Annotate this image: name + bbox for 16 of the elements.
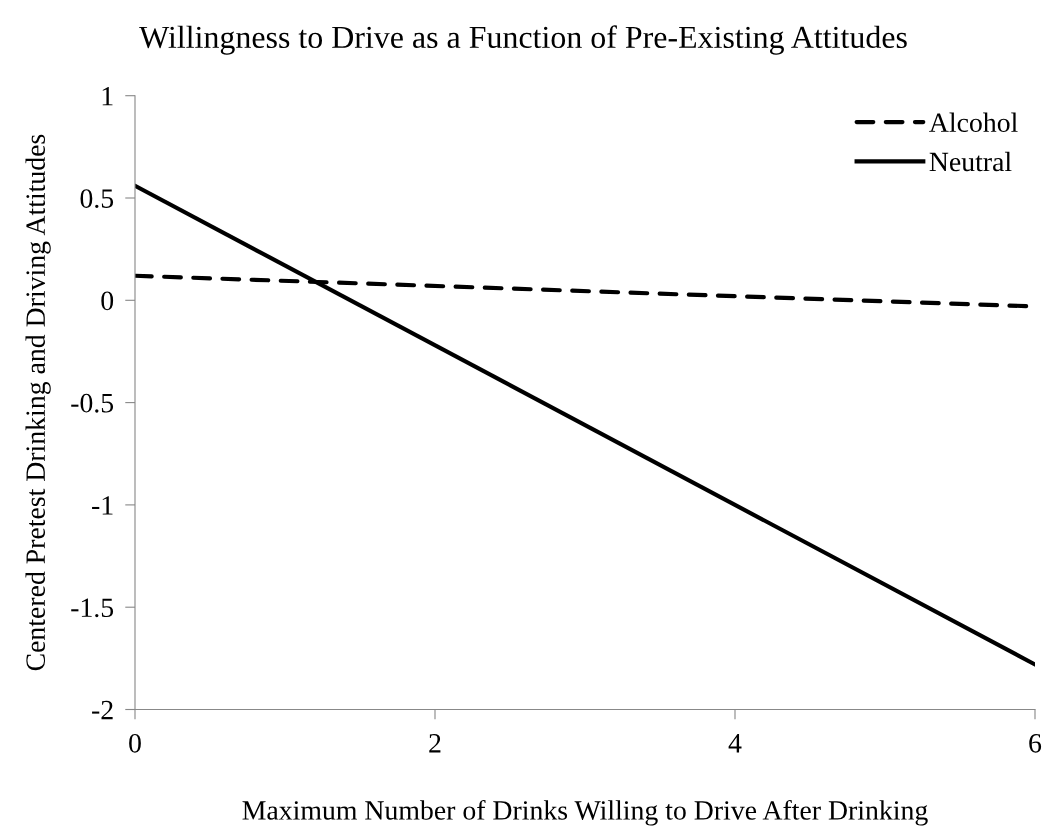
- y-axis-title: Centered Pretest Drinking and Driving Attitudes: [25, 134, 51, 671]
- y-tick-label: 1: [102, 87, 113, 106]
- y-tick-label: 0.5: [80, 189, 114, 209]
- chart-title: Willingness to Drive as a Function of Pre-Existing Attitudes: [139, 25, 907, 55]
- x-tick-label: 2: [429, 733, 441, 753]
- legend-label: Neutral: [929, 151, 1012, 172]
- x-tick-label: 4: [728, 734, 742, 753]
- x-axis-title: Maximum Number of Drinks Willing to Drive After Drinking: [242, 799, 928, 826]
- x-tick-label: 0: [129, 733, 141, 753]
- y-tick-label: -0.5: [71, 393, 114, 413]
- y-tick-label: 0: [101, 291, 114, 311]
- y-tick-label: -1: [92, 496, 113, 515]
- y-tick-label: -1.5: [71, 598, 114, 618]
- legend-label: Alcohol: [929, 112, 1018, 133]
- y-tick-label: -2: [92, 700, 113, 720]
- x-tick-label: 6: [1029, 733, 1042, 753]
